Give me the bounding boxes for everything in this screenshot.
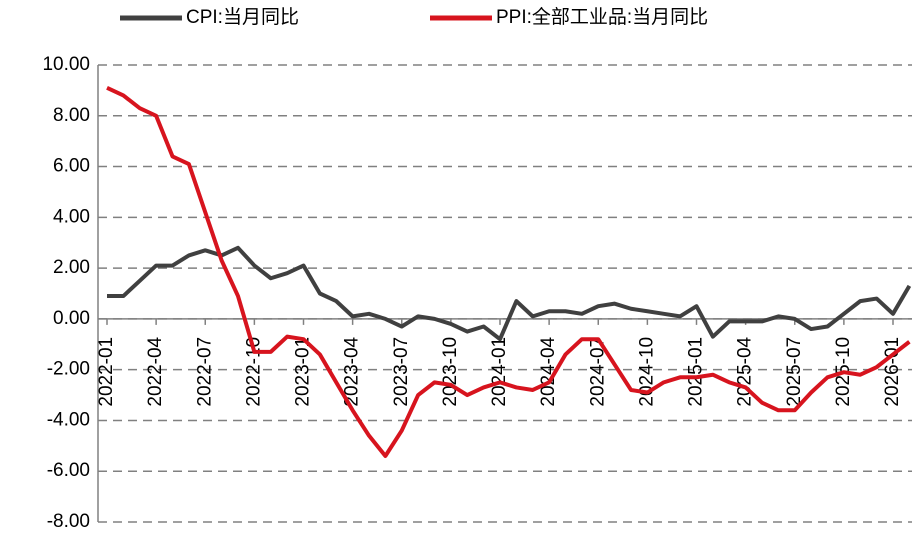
x-tick-label: 2023-07 bbox=[391, 337, 412, 407]
x-tick-label: 2024-04 bbox=[538, 336, 559, 406]
y-tick-label: -4.00 bbox=[47, 409, 90, 430]
x-tick-label: 2026-01 bbox=[882, 337, 903, 407]
x-tick-label: 2025-04 bbox=[735, 336, 756, 406]
y-tick-label: 2.00 bbox=[53, 257, 90, 278]
x-tick-label: 2024-01 bbox=[489, 337, 510, 407]
y-tick-label: 10.00 bbox=[42, 54, 90, 75]
y-tick-label: -2.00 bbox=[47, 359, 90, 380]
legend-label: PPI:全部工业品:当月同比 bbox=[496, 6, 708, 28]
x-tick-label: 2022-01 bbox=[96, 337, 117, 407]
x-tick-label: 2025-07 bbox=[784, 337, 805, 407]
y-tick-label: 0.00 bbox=[53, 308, 90, 329]
x-tick-label: 2023-04 bbox=[342, 336, 363, 406]
x-tick-label: 2024-10 bbox=[636, 337, 657, 407]
legend-label: CPI:当月同比 bbox=[186, 6, 299, 28]
line-series bbox=[107, 245, 912, 342]
y-tick-label: -6.00 bbox=[47, 460, 90, 481]
line-series bbox=[106, 86, 911, 458]
x-tick-label: 2025-01 bbox=[686, 337, 707, 407]
y-tick-label: 4.00 bbox=[53, 206, 90, 227]
x-tick-label: 2022-10 bbox=[243, 337, 264, 407]
x-tick-label: 2023-01 bbox=[293, 337, 314, 407]
x-tick-label: 2022-04 bbox=[145, 336, 166, 406]
x-tick-label: 2024-07 bbox=[587, 337, 608, 407]
x-tick-label: 2023-10 bbox=[440, 337, 461, 407]
x-tick-label: 2022-07 bbox=[194, 337, 215, 407]
y-tick-label: -8.00 bbox=[47, 511, 90, 532]
y-tick-label: 6.00 bbox=[53, 156, 90, 177]
y-tick-label: 8.00 bbox=[53, 105, 90, 126]
